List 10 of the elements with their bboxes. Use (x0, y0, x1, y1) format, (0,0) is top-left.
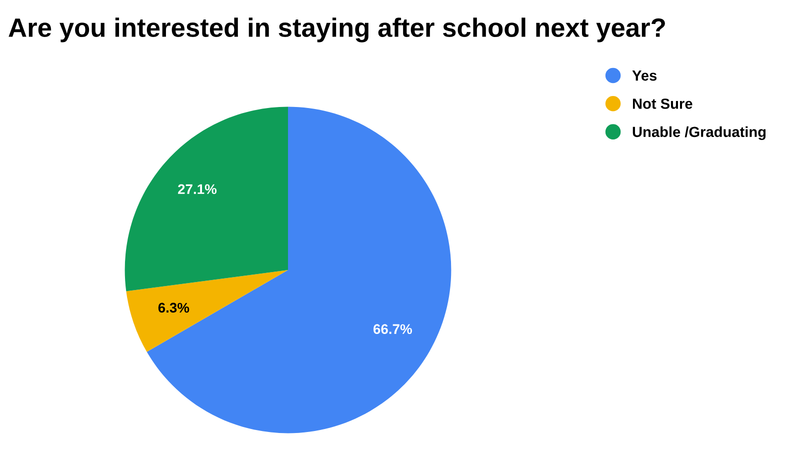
data-label: 66.7% (373, 324, 412, 334)
legend-label: Yes (632, 70, 657, 81)
pie-slice (124, 106, 288, 292)
legend-label: Unable /Graduating (632, 126, 766, 140)
legend-label: Not Sure (632, 98, 692, 109)
data-label: 6.3% (158, 302, 190, 313)
pie-slice (126, 270, 288, 352)
data-label: 27.1% (178, 184, 217, 194)
chart-title: Are you interested in staying after school next year? (8, 18, 665, 42)
pie-slice (146, 106, 452, 434)
